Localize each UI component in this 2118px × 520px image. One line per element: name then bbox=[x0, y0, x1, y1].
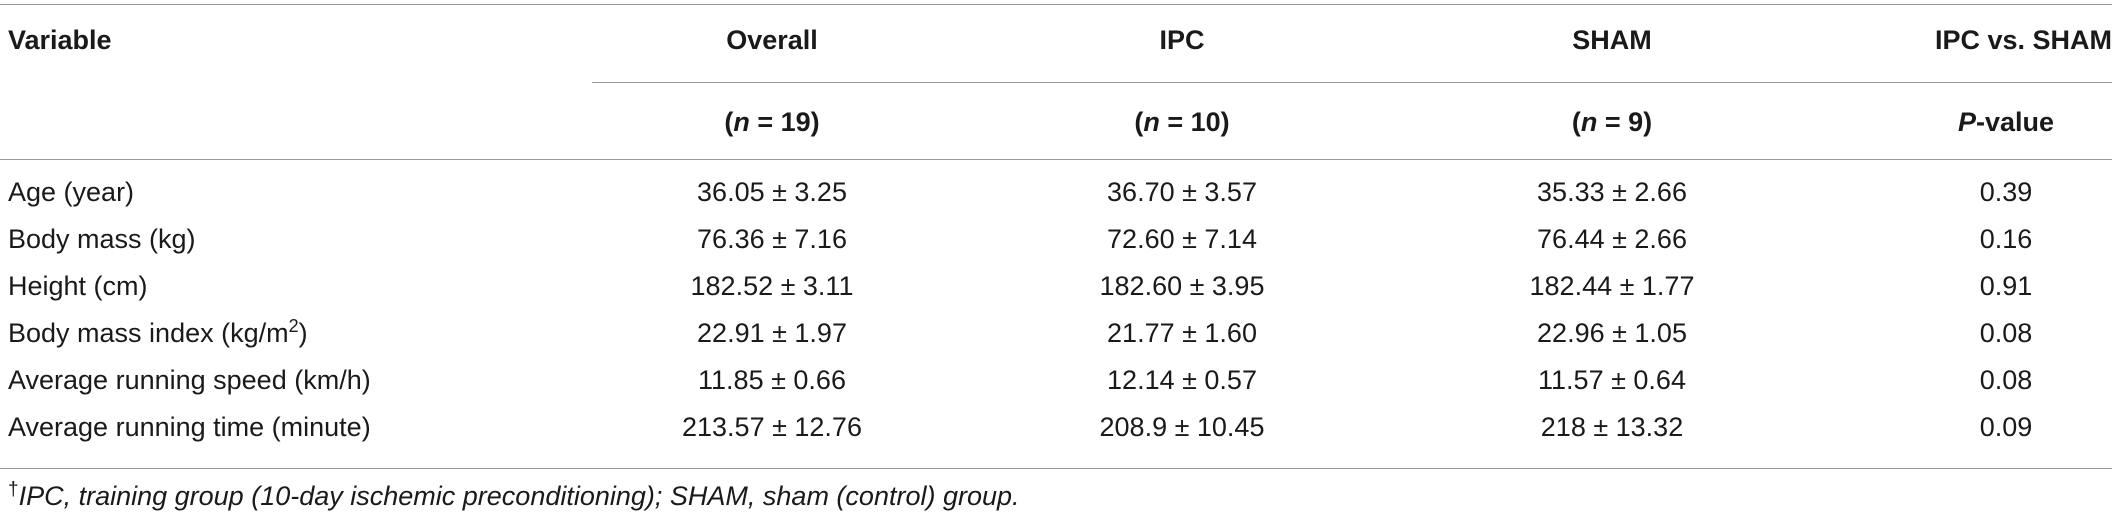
table-footnote: †IPC, training group (10-day ischemic pr… bbox=[8, 479, 1020, 511]
row-p-value: 0.39 bbox=[1979, 177, 2033, 207]
p-value-header: P-value bbox=[1957, 107, 2055, 137]
row-overall: 76.36 ± 7.16 bbox=[697, 224, 847, 254]
n-overall: (n = 19) bbox=[724, 107, 820, 137]
row-ipc: 36.70 ± 3.57 bbox=[1107, 177, 1257, 207]
row-variable: Average running time (minute) bbox=[8, 412, 371, 442]
row-ipc: 21.77 ± 1.60 bbox=[1107, 318, 1257, 348]
row-sham: 218 ± 13.32 bbox=[1540, 412, 1684, 442]
row-p-value: 0.16 bbox=[1979, 224, 2033, 254]
row-overall: 182.52 ± 3.11 bbox=[690, 271, 854, 301]
row-sham: 35.33 ± 2.66 bbox=[1537, 177, 1687, 207]
row-sham: 22.96 ± 1.05 bbox=[1537, 318, 1687, 348]
header-ipc: IPC bbox=[1159, 25, 1205, 55]
row-sham: 76.44 ± 2.66 bbox=[1537, 224, 1687, 254]
row-sham: 11.57 ± 0.64 bbox=[1538, 365, 1686, 395]
row-p-value: 0.08 bbox=[1979, 365, 2033, 395]
row-p-value: 0.09 bbox=[1979, 412, 2033, 442]
row-overall: 36.05 ± 3.25 bbox=[697, 177, 847, 207]
header-sham: SHAM bbox=[1572, 25, 1652, 55]
row-variable: Height (cm) bbox=[8, 271, 148, 301]
row-variable: Average running speed (km/h) bbox=[8, 365, 371, 395]
n-ipc: (n = 10) bbox=[1134, 107, 1230, 137]
row-ipc: 182.60 ± 3.95 bbox=[1099, 271, 1265, 301]
row-variable: Body mass index (kg/m2) bbox=[8, 316, 308, 348]
row-ipc: 208.9 ± 10.45 bbox=[1099, 412, 1265, 442]
table-bottom-rule bbox=[0, 468, 2112, 469]
row-p-value: 0.08 bbox=[1979, 318, 2033, 348]
table-top-rule bbox=[0, 4, 2112, 5]
row-p-value: 0.91 bbox=[1979, 271, 2033, 301]
header-group-rule bbox=[592, 82, 2112, 83]
header-variable: Variable bbox=[8, 25, 112, 55]
header-comparison: IPC vs. SHAM bbox=[1934, 25, 2112, 55]
row-variable: Body mass (kg) bbox=[8, 224, 196, 254]
row-variable: Age (year) bbox=[8, 177, 135, 207]
row-overall: 22.91 ± 1.97 bbox=[697, 318, 847, 348]
row-overall: 213.57 ± 12.76 bbox=[682, 412, 862, 442]
row-ipc: 72.60 ± 7.14 bbox=[1107, 224, 1257, 254]
header-bottom-rule bbox=[0, 159, 2112, 160]
header-overall: Overall bbox=[726, 25, 818, 55]
n-sham: (n = 9) bbox=[1571, 107, 1653, 137]
row-ipc: 12.14 ± 0.57 bbox=[1107, 365, 1257, 395]
row-sham: 182.44 ± 1.77 bbox=[1529, 271, 1695, 301]
row-overall: 11.85 ± 0.66 bbox=[698, 365, 846, 395]
